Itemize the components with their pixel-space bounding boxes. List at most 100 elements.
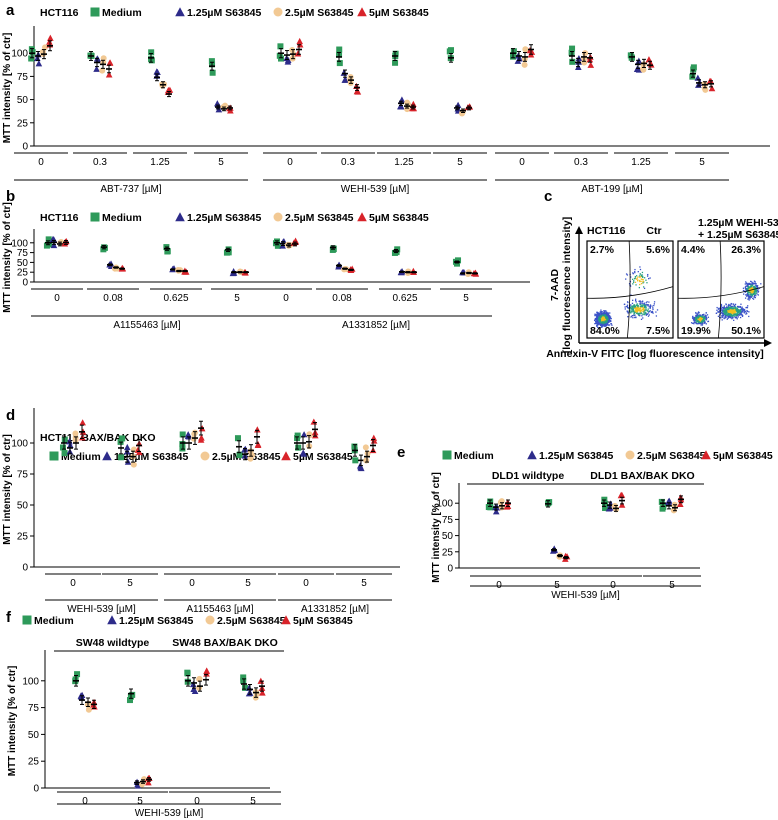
event-dot	[746, 286, 749, 288]
event-dot	[598, 318, 600, 320]
data-point	[459, 110, 466, 117]
data-point	[296, 37, 304, 45]
event-dot	[695, 321, 698, 323]
event-dot	[730, 303, 732, 305]
event-dot	[637, 308, 639, 310]
event-dot	[740, 303, 742, 305]
panel-label: f	[6, 609, 12, 626]
group-label: A1155463 [µM]	[113, 320, 181, 331]
event-dot	[650, 311, 653, 314]
event-dot	[753, 292, 756, 294]
event-dot	[631, 310, 633, 312]
data-point	[329, 246, 336, 253]
event-dot	[643, 310, 645, 312]
event-dot	[747, 294, 749, 296]
event-dot	[640, 304, 642, 306]
event-dot	[594, 317, 597, 320]
event-dot	[701, 320, 703, 322]
event-dot	[732, 314, 734, 316]
event-dot	[733, 310, 735, 313]
event-dot	[716, 306, 718, 309]
event-dot	[606, 320, 608, 322]
event-dot	[633, 313, 635, 315]
event-dot	[753, 294, 756, 297]
event-dot	[645, 304, 647, 306]
event-dot	[603, 317, 606, 319]
event-dot	[741, 308, 743, 310]
event-dot	[630, 304, 632, 306]
event-dot	[602, 318, 604, 321]
y-tick-label: 100	[11, 238, 28, 249]
y-tick-label: 0	[447, 564, 453, 575]
event-dot	[646, 304, 648, 306]
data-point	[454, 101, 462, 108]
event-dot	[699, 317, 701, 320]
event-dot	[644, 312, 646, 314]
event-dot	[634, 270, 636, 273]
data-point	[336, 46, 343, 53]
event-dot	[639, 266, 641, 268]
event-dot	[653, 301, 656, 303]
event-dot	[744, 286, 747, 288]
legend-marker-1	[175, 212, 185, 222]
legend-label-1: 1.25µM S63845	[539, 450, 614, 462]
event-dot	[751, 295, 753, 297]
event-dot	[645, 311, 647, 314]
event-dot	[694, 321, 696, 323]
event-dot	[640, 301, 642, 303]
event-dot	[754, 293, 756, 295]
event-dot	[607, 319, 610, 322]
gate-vertical	[718, 240, 722, 339]
event-dot	[606, 324, 608, 326]
event-dot	[599, 320, 601, 322]
legend-marker-1	[175, 7, 185, 17]
event-dot	[599, 311, 601, 313]
event-dot	[725, 303, 727, 305]
event-dot	[705, 312, 707, 314]
legend-label-0: Medium	[454, 450, 494, 462]
event-dot	[641, 302, 643, 304]
event-dot	[601, 325, 603, 328]
event-dot	[604, 314, 607, 317]
event-dot	[706, 314, 709, 316]
data-point	[47, 34, 54, 41]
event-dot	[603, 318, 605, 320]
data-point	[245, 690, 253, 697]
y-tick-label: 0	[22, 563, 28, 574]
event-dot	[631, 305, 633, 307]
event-dot	[698, 322, 701, 325]
event-dot	[730, 317, 732, 319]
event-dot	[729, 313, 731, 315]
event-dot	[630, 316, 632, 318]
event-dot	[605, 320, 607, 322]
event-dot	[642, 317, 644, 319]
event-dot	[597, 311, 599, 314]
event-dot	[632, 308, 634, 310]
event-dot	[748, 287, 750, 289]
event-dot	[632, 317, 634, 319]
data-point	[234, 435, 241, 442]
event-dot	[703, 317, 706, 320]
event-dot	[643, 306, 646, 309]
event-dot	[747, 293, 750, 296]
event-dot	[718, 311, 720, 313]
y-tick-label: 0	[22, 278, 28, 289]
event-dot	[748, 286, 750, 288]
event-dot	[736, 310, 738, 313]
y-tick-label: 100	[436, 499, 453, 510]
event-dot	[647, 308, 649, 310]
event-dot	[630, 312, 632, 314]
x-tick-label: 0	[194, 796, 200, 807]
legend-marker-1	[107, 615, 117, 625]
data-point	[118, 454, 125, 461]
event-dot	[697, 315, 699, 317]
event-dot	[624, 306, 626, 308]
event-dot	[741, 315, 744, 318]
event-dot	[634, 281, 637, 284]
event-dot	[638, 275, 641, 277]
event-dot	[607, 312, 610, 314]
group-label: ABT-737 [µM]	[100, 184, 162, 195]
event-dot	[600, 313, 602, 316]
event-dot	[753, 283, 755, 285]
